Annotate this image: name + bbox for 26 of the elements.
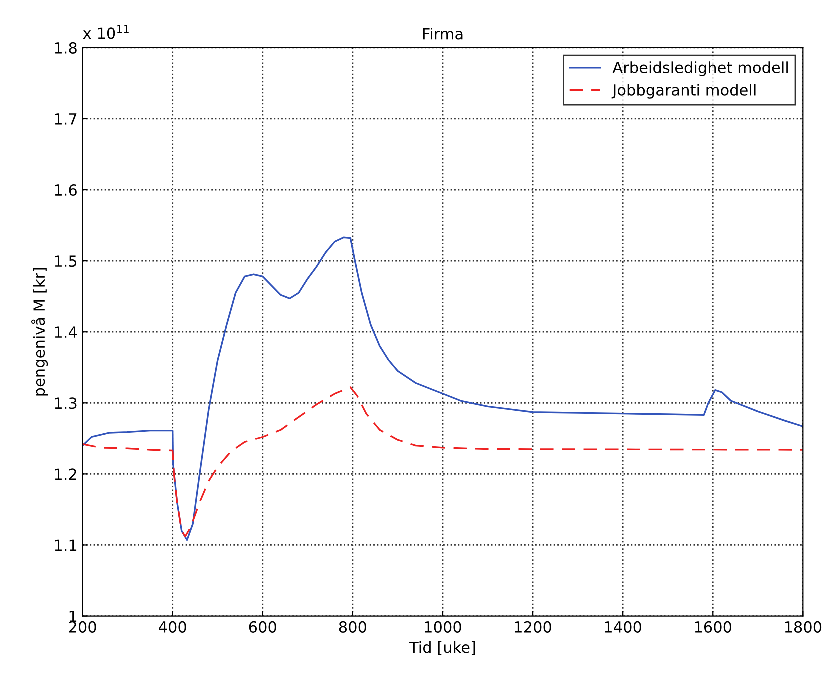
- chart-title: Firma: [423, 28, 463, 40]
- x-tick-label: 1400: [605, 621, 642, 633]
- y-tick-label: 1.8: [55, 42, 77, 54]
- y-tick-label: 1.7: [55, 114, 77, 125]
- y-tick-label: 1.6: [55, 184, 77, 196]
- y-tick-label: 1: [70, 610, 77, 622]
- line-series: [82, 236, 804, 542]
- y-tick-label: 1.2: [55, 468, 76, 480]
- y-axis-title: pengenivå M [kr]: [31, 268, 48, 396]
- x-tick-label: 1000: [425, 621, 462, 633]
- x-tick-label: 800: [339, 621, 366, 633]
- x-tick-label: 600: [249, 621, 276, 633]
- y-tick-label: 1.5: [55, 256, 77, 268]
- line-series: [82, 386, 804, 538]
- x-axis-title: Tid [uke]: [409, 641, 476, 656]
- y-tick-label: 1.3: [55, 398, 77, 410]
- x-tick-label: 1800: [785, 621, 822, 633]
- text: x 10$^{11}$: [83, 25, 129, 40]
- x-tick-label: 200: [69, 621, 96, 633]
- x-tick-label: 1600: [695, 621, 732, 633]
- x-tick-label: 400: [159, 621, 186, 633]
- x-tick-label: 1200: [515, 621, 552, 633]
- y-tick-label: 1.1: [55, 540, 77, 552]
- legend-label: Jobbgaranti modell: [612, 84, 756, 99]
- legend-label: Arbeidsledighet modell: [612, 62, 788, 76]
- y-tick-label: 1.4: [55, 326, 78, 338]
